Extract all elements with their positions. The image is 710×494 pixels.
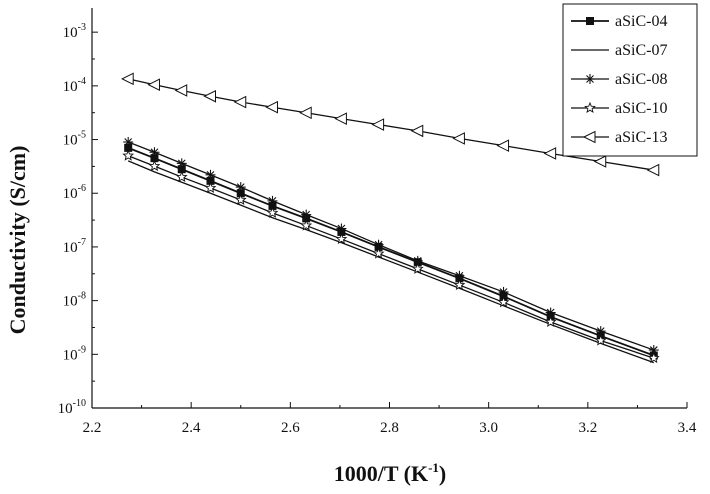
data-point-aSiC-04 [236,189,245,198]
series-aSiC-08 [123,137,659,356]
data-point-aSiC-08 [412,255,423,266]
legend-item: aSiC-08 [571,71,667,88]
legend-box [562,3,698,157]
data-point-aSiC-10 [411,262,424,274]
y-tick-label: 10-6 [63,183,86,202]
data-point-aSiC-13 [452,132,465,145]
x-tick-label: 2.8 [380,420,399,436]
data-point-aSiC-13 [646,163,660,177]
legend-marker [586,17,594,25]
series-line-aSiC-07 [127,160,655,364]
data-point-aSiC-08 [595,326,606,337]
data-point-aSiC-13 [543,147,557,160]
data-point-aSiC-08 [301,209,312,220]
x-tick-label: 2.4 [182,420,201,436]
data-point-aSiC-04 [206,176,215,185]
x-tick-label: 3.0 [479,420,498,436]
data-point-aSiC-10 [544,315,557,328]
data-point-aSiC-08 [205,169,216,180]
legend-marker [582,130,596,144]
y-tick-label: 10-8 [63,291,86,310]
legend-label: aSiC-10 [615,100,667,117]
x-axis-ticks: 2.2 2.4 2.6 2.8 3.0 3.2 3.4 [83,402,697,436]
data-point-aSiC-10 [148,159,161,172]
legend-label: aSiC-13 [615,129,667,146]
x-tick-label: 2.6 [281,420,300,436]
data-point-aSiC-08 [123,137,134,148]
legend-item: aSiC-10 [571,100,667,117]
data-point-aSiC-13 [593,155,607,168]
y-tick-label: 10-3 [63,22,86,41]
x-axis-title: 1000/T (K-1) [334,460,447,486]
data-point-aSiC-13 [410,124,424,138]
legend-marker [585,74,595,84]
data-point-aSiC-10 [204,181,217,194]
series-line-aSiC-08 [127,141,654,351]
legend-marker [584,101,596,114]
data-point-aSiC-13 [203,89,217,103]
data-point-aSiC-04 [150,154,159,163]
data-point-aSiC-04 [268,201,277,210]
data-point-aSiC-08 [267,195,278,206]
data-point-aSiC-10 [372,247,385,259]
y-tick-label: 10-4 [63,76,86,95]
data-point-aSiC-10 [647,351,660,364]
data-point-aSiC-04 [177,165,186,174]
legend-label: aSiC-04 [615,13,667,30]
series-aSiC-04 [124,143,658,360]
y-tick-label: 10-7 [63,237,86,256]
data-point-aSiC-08 [336,223,347,234]
data-point-aSiC-13 [265,100,278,114]
y-tick-label: 10-10 [58,398,86,417]
series-aSiC-07 [127,160,655,364]
x-tick-label: 3.4 [678,420,697,436]
legend-item: aSiC-13 [571,129,667,146]
legend-item: aSiC-04 [571,13,667,30]
data-point-aSiC-08 [149,147,160,158]
x-tick-label: 3.2 [578,420,597,436]
y-axis-ticks: 10-10 10-9 10-8 10-7 10-6 10-5 10-4 10-3 [58,22,98,417]
legend: aSiC-04 aSiC-07 aSiC-08 aSiC-10 aSiC-13 [562,3,698,157]
legend-item: aSiC-07 [571,42,667,59]
data-point-aSiC-10 [234,193,247,205]
data-point-aSiC-10 [335,232,348,245]
data-point-aSiC-13 [334,112,347,125]
data-point-aSiC-13 [147,78,160,92]
data-point-aSiC-10 [175,170,188,183]
data-point-aSiC-08 [176,158,187,169]
data-point-aSiC-10 [300,219,313,231]
data-point-aSiC-08 [235,182,246,193]
x-tick-label: 2.2 [83,420,102,436]
y-axis-title: Conductivity (S/cm) [5,146,30,335]
data-point-aSiC-04 [124,143,133,152]
series-aSiC-13 [121,72,660,177]
y-tick-label: 10-9 [63,344,86,363]
data-point-aSiC-13 [121,72,134,86]
data-point-aSiC-10 [497,296,510,308]
data-point-aSiC-13 [371,118,385,131]
data-point-aSiC-13 [496,139,510,152]
data-point-aSiC-13 [233,95,247,109]
data-point-aSiC-10 [453,278,466,291]
legend-label: aSiC-07 [615,42,667,59]
data-point-aSiC-13 [299,106,312,120]
y-tick-label: 10-5 [63,130,86,149]
data-point-aSiC-10 [594,334,607,346]
data-point-aSiC-10 [266,206,279,218]
data-point-aSiC-10 [122,149,135,161]
legend-label: aSiC-08 [615,71,667,88]
data-point-aSiC-08 [498,286,509,297]
data-point-aSiC-13 [174,84,188,97]
series-layer [121,72,660,364]
series-aSiC-10 [122,149,660,364]
